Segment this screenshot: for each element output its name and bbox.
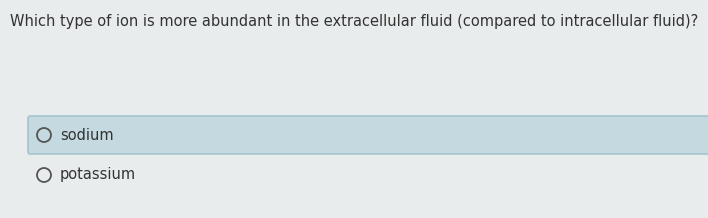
Text: Which type of ion is more abundant in the extracellular fluid (compared to intra: Which type of ion is more abundant in th… bbox=[10, 14, 698, 29]
Text: sodium: sodium bbox=[60, 128, 113, 143]
Text: potassium: potassium bbox=[60, 167, 136, 182]
FancyBboxPatch shape bbox=[28, 116, 708, 154]
